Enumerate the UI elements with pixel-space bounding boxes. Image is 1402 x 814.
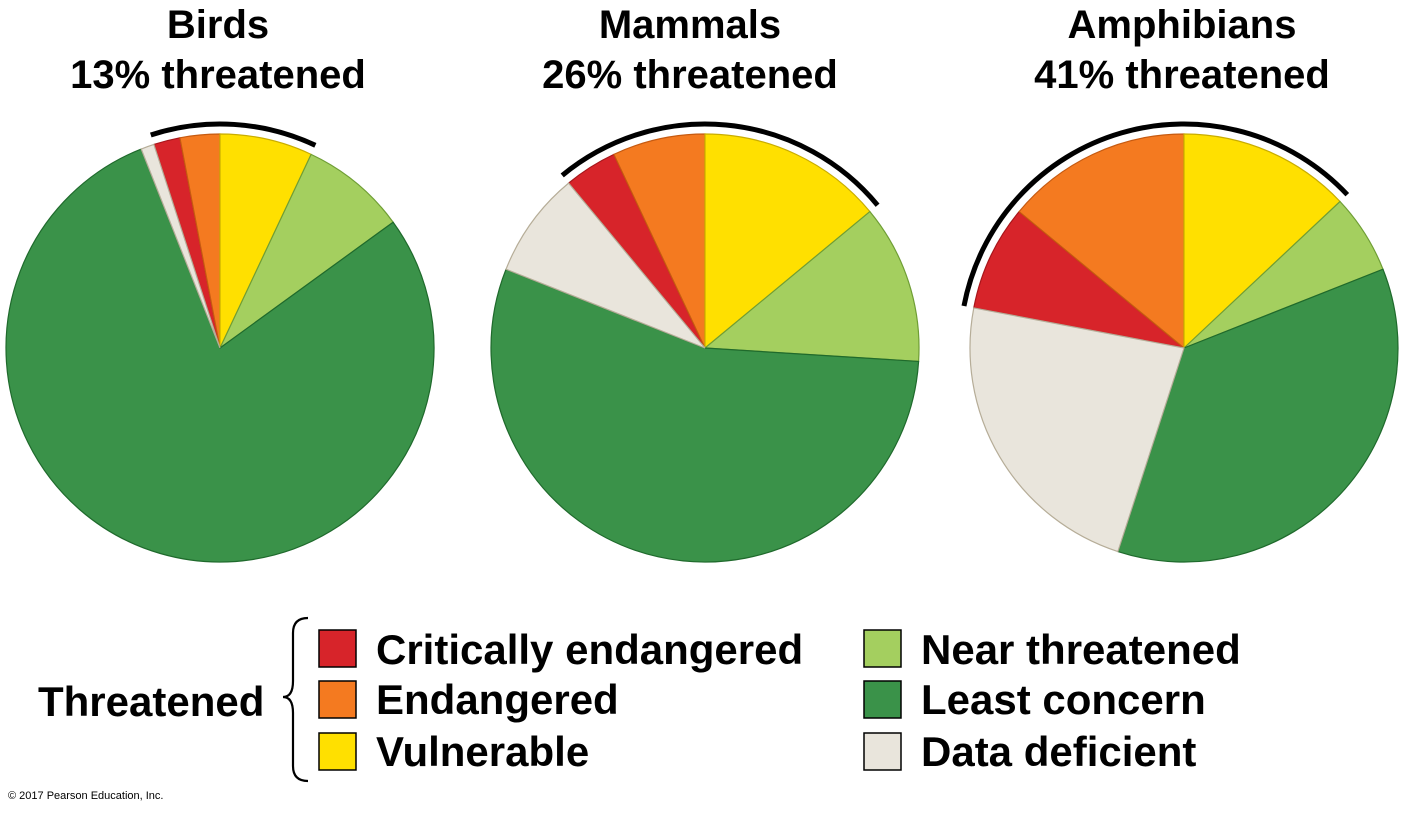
- legend-swatch-least-concern: [863, 680, 902, 719]
- legend-label-critically-endangered: Critically endangered: [376, 626, 803, 673]
- pie-title-mammals: Mammals: [599, 3, 781, 47]
- pie-slice-amphibians-least-concern: [1117, 268, 1399, 563]
- legend-label-least-concern: Least concern: [921, 676, 1206, 723]
- pie-title-amphibians: Amphibians: [1068, 3, 1297, 47]
- pie-title-birds: Birds: [167, 3, 269, 47]
- legend-group-label: Threatened: [38, 678, 264, 725]
- legend-swatch-data-deficient: [863, 732, 902, 771]
- pie-slice-amphibians-vulnerable: [1183, 133, 1341, 350]
- legend-swatch-near-threatened: [863, 629, 902, 668]
- legend-swatch-endangered: [318, 680, 357, 719]
- pie-slice-mammals-data-deficient: [505, 182, 706, 349]
- copyright-credit: © 2017 Pearson Education, Inc.: [8, 790, 164, 802]
- threatened-arc-amphibians: [961, 121, 1350, 307]
- legend-label-endangered: Endangered: [376, 676, 619, 723]
- pie-slice-mammals-vulnerable: [704, 133, 871, 350]
- pie-subtitle-amphibians: 41% threatened: [1034, 53, 1330, 97]
- pie-slice-amphibians-endangered: [1018, 133, 1185, 350]
- legend-swatch-critically-endangered: [318, 629, 357, 668]
- legend-brace: [282, 616, 309, 783]
- pie-subtitle-birds: 13% threatened: [70, 53, 366, 97]
- legend-label-data-deficient: Data deficient: [921, 728, 1196, 775]
- threatened-arc-mammals: [560, 121, 880, 207]
- legend: Threatened Critically endangered Endange…: [38, 616, 1241, 783]
- legend-label-near-threatened: Near threatened: [921, 626, 1241, 673]
- legend-label-vulnerable: Vulnerable: [376, 728, 589, 775]
- pie-subtitle-mammals: 26% threatened: [542, 53, 838, 97]
- pie-slice-amphibians-data-deficient: [969, 307, 1185, 553]
- pie-slice-amphibians-critically-endangered: [973, 210, 1185, 349]
- pie-slice-birds-least-concern: [5, 148, 435, 563]
- pie-slice-birds-data-deficient: [140, 143, 221, 349]
- pie-slice-mammals-least-concern: [490, 268, 920, 563]
- pies: [5, 121, 1399, 563]
- pie-slice-birds-near-threatened: [219, 153, 394, 349]
- pie-slice-mammals-near-threatened: [703, 210, 920, 363]
- legend-swatch-vulnerable: [318, 732, 357, 771]
- threatened-arc-birds: [150, 121, 317, 148]
